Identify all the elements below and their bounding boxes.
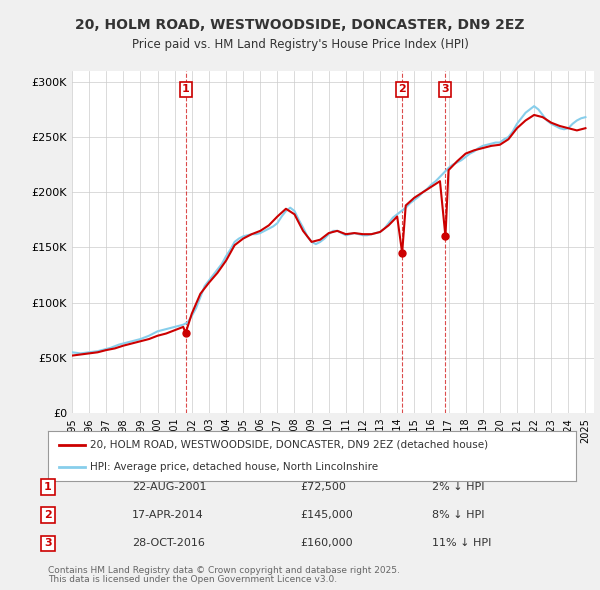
- Text: 17-APR-2014: 17-APR-2014: [132, 510, 204, 520]
- Text: HPI: Average price, detached house, North Lincolnshire: HPI: Average price, detached house, Nort…: [90, 462, 379, 472]
- Text: Contains HM Land Registry data © Crown copyright and database right 2025.: Contains HM Land Registry data © Crown c…: [48, 566, 400, 575]
- Text: 11% ↓ HPI: 11% ↓ HPI: [432, 539, 491, 548]
- Text: 1: 1: [44, 482, 52, 491]
- Text: £160,000: £160,000: [300, 539, 353, 548]
- Text: 2: 2: [398, 84, 406, 94]
- Text: 28-OCT-2016: 28-OCT-2016: [132, 539, 205, 548]
- Text: £145,000: £145,000: [300, 510, 353, 520]
- Text: 8% ↓ HPI: 8% ↓ HPI: [432, 510, 485, 520]
- Text: 20, HOLM ROAD, WESTWOODSIDE, DONCASTER, DN9 2EZ: 20, HOLM ROAD, WESTWOODSIDE, DONCASTER, …: [75, 18, 525, 32]
- Text: £72,500: £72,500: [300, 482, 346, 491]
- Text: 3: 3: [442, 84, 449, 94]
- Text: 20, HOLM ROAD, WESTWOODSIDE, DONCASTER, DN9 2EZ (detached house): 20, HOLM ROAD, WESTWOODSIDE, DONCASTER, …: [90, 440, 488, 450]
- Text: 2: 2: [44, 510, 52, 520]
- Text: 3: 3: [44, 539, 52, 548]
- Text: 2% ↓ HPI: 2% ↓ HPI: [432, 482, 485, 491]
- Text: This data is licensed under the Open Government Licence v3.0.: This data is licensed under the Open Gov…: [48, 575, 337, 584]
- Text: 1: 1: [182, 84, 190, 94]
- Text: 22-AUG-2001: 22-AUG-2001: [132, 482, 206, 491]
- Text: Price paid vs. HM Land Registry's House Price Index (HPI): Price paid vs. HM Land Registry's House …: [131, 38, 469, 51]
